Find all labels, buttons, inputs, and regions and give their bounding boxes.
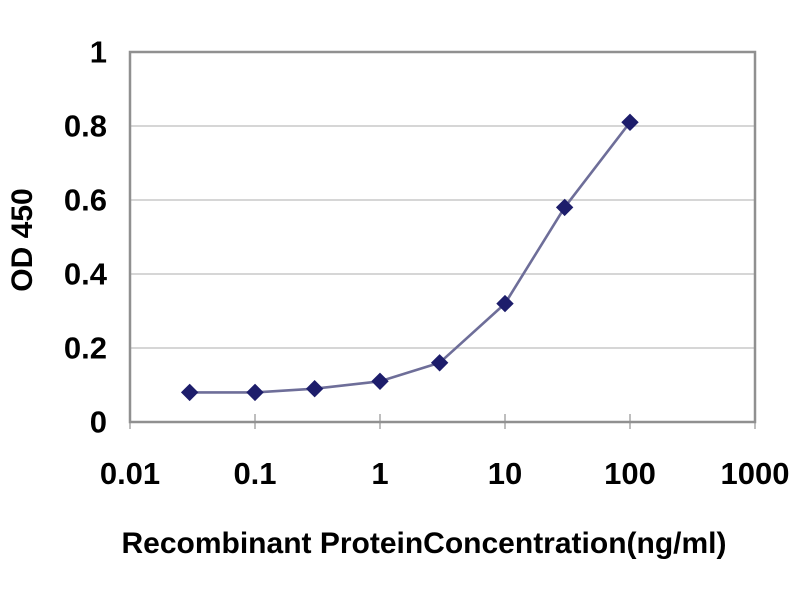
y-tick-label: 0.2 <box>64 331 107 366</box>
data-point-marker <box>555 198 574 217</box>
y-tick-label: 0 <box>90 405 107 440</box>
data-point-marker <box>371 372 389 391</box>
data-point-marker <box>246 383 264 402</box>
series-line <box>189 121 632 394</box>
x-tick-label: 0.01 <box>100 456 160 491</box>
plot-area-border <box>128 50 757 424</box>
x-tick-label: 10 <box>488 456 522 491</box>
x-tick-label: 0.1 <box>233 456 276 491</box>
x-tick-label: 1000 <box>721 456 790 491</box>
x-tick-labels: 0.01 0.1 1 10 100 1000 <box>100 456 790 491</box>
data-point-marker <box>496 294 514 313</box>
x-tick-label: 100 <box>604 456 656 491</box>
y-tick-label: 0.8 <box>64 109 107 144</box>
data-series <box>180 113 639 402</box>
data-point-marker <box>430 354 449 372</box>
y-tick-label: 0.6 <box>64 183 107 218</box>
x-tick-label: 1 <box>371 456 388 491</box>
data-point-marker <box>305 379 324 398</box>
x-axis-title: Recombinant ProteinConcentration(ng/ml) <box>121 527 726 560</box>
y-axis-title: OD 450 <box>6 188 39 291</box>
data-point-marker <box>621 113 639 132</box>
y-tick-labels: 0 0.2 0.4 0.6 0.8 1 <box>64 35 108 440</box>
gridlines <box>130 51 755 349</box>
data-point-marker <box>180 383 199 402</box>
y-tick-label: 1 <box>90 35 107 70</box>
y-tick-label: 0.4 <box>64 257 108 292</box>
